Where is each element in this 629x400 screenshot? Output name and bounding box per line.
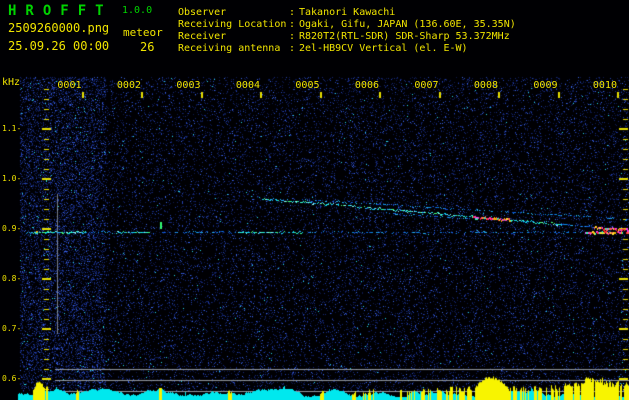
spectrogram-canvas (0, 0, 629, 400)
hrofft-window: kHz 1.1- 1.0- 0.9- 0.8- 0.7- 0.6- 0001 0002 0003… (0, 0, 629, 400)
